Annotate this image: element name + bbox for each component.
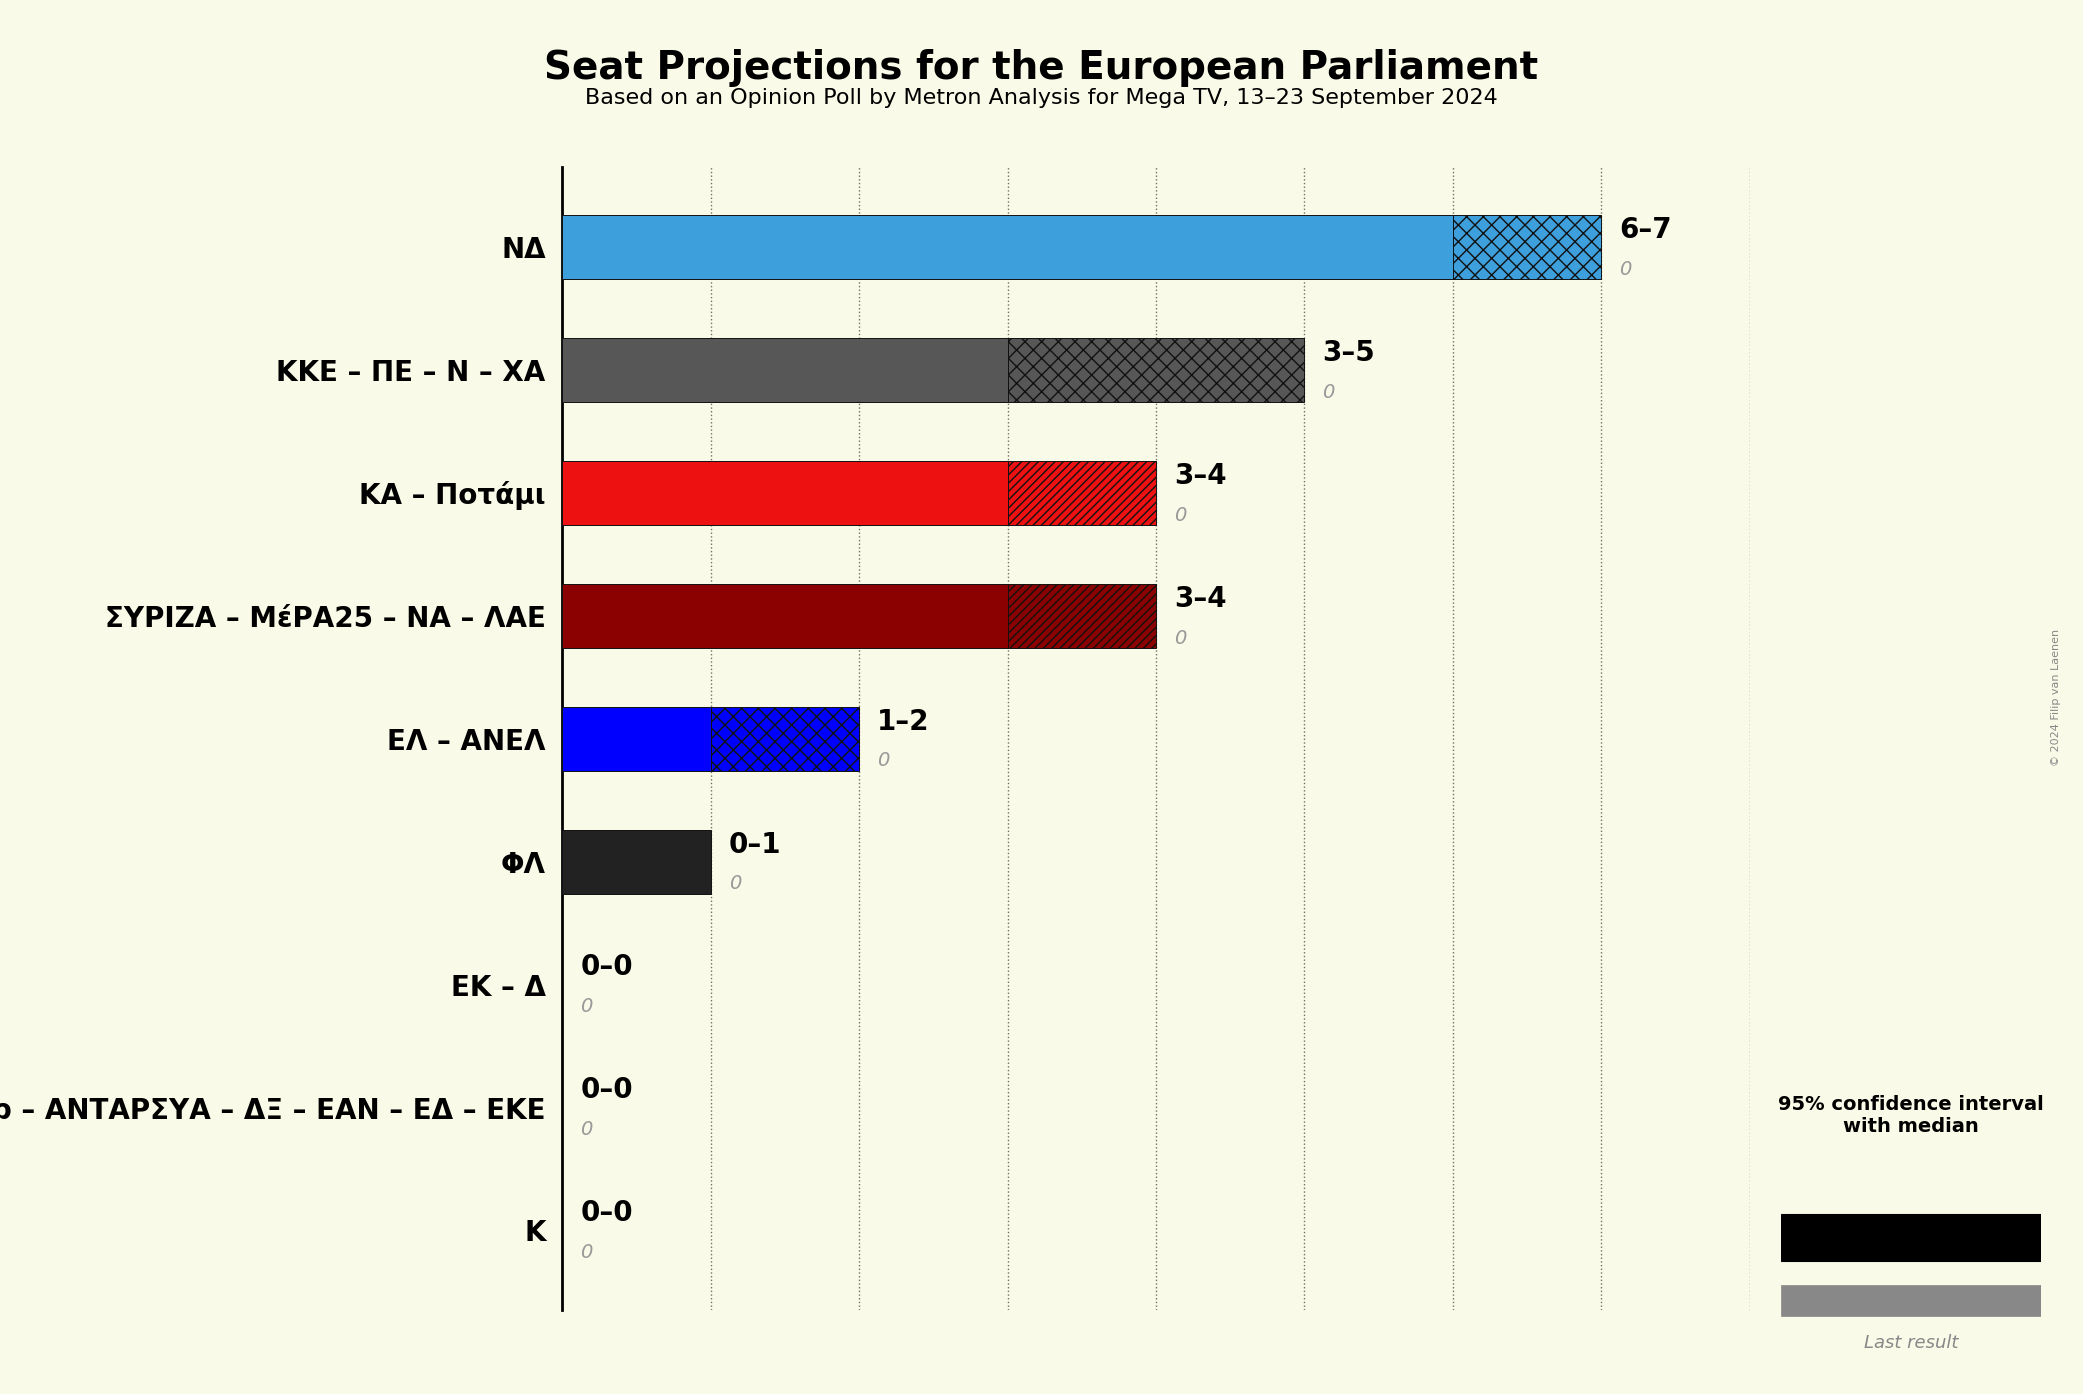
Bar — [1781, 1214, 1910, 1260]
Bar — [562, 461, 1008, 526]
Text: 0: 0 — [1175, 629, 1185, 648]
Text: 0: 0 — [729, 874, 742, 894]
Text: 0: 0 — [1175, 506, 1185, 524]
Text: Based on an Opinion Poll by Metron Analysis for Mega TV, 13–23 September 2024: Based on an Opinion Poll by Metron Analy… — [585, 88, 1498, 107]
Bar — [1977, 1214, 2041, 1260]
Bar — [1910, 1214, 1977, 1260]
Text: 3–5: 3–5 — [1323, 339, 1375, 367]
Bar — [562, 829, 710, 894]
Text: © 2024 Filip van Laenen: © 2024 Filip van Laenen — [2052, 629, 2060, 765]
Text: 0: 0 — [1323, 383, 1335, 401]
Text: Seat Projections for the European Parliament: Seat Projections for the European Parlia… — [544, 49, 1539, 86]
Text: 0: 0 — [1618, 259, 1631, 279]
Bar — [562, 584, 1008, 648]
Text: 3–4: 3–4 — [1175, 584, 1227, 613]
Text: 0–0: 0–0 — [581, 1076, 633, 1104]
Text: 0: 0 — [581, 1121, 592, 1139]
Text: 0–1: 0–1 — [729, 831, 781, 859]
Text: 95% confidence interval
with median: 95% confidence interval with median — [1779, 1096, 2043, 1136]
Bar — [1008, 339, 1304, 401]
Bar — [562, 707, 710, 771]
Text: 0–0: 0–0 — [581, 1199, 633, 1227]
Bar — [1781, 1284, 2041, 1316]
Text: 6–7: 6–7 — [1618, 216, 1673, 244]
Text: 0–0: 0–0 — [581, 953, 633, 981]
Bar — [1452, 215, 1602, 279]
Text: Last result: Last result — [1864, 1334, 1958, 1352]
Text: 3–4: 3–4 — [1175, 461, 1227, 489]
Text: 1–2: 1–2 — [877, 708, 929, 736]
Bar — [1008, 461, 1156, 526]
Bar — [562, 215, 1452, 279]
Text: 0: 0 — [581, 997, 592, 1016]
Bar — [562, 339, 1008, 401]
Text: 0: 0 — [581, 1243, 592, 1262]
Text: 0: 0 — [877, 751, 889, 771]
Bar — [710, 707, 858, 771]
Bar — [1008, 584, 1156, 648]
